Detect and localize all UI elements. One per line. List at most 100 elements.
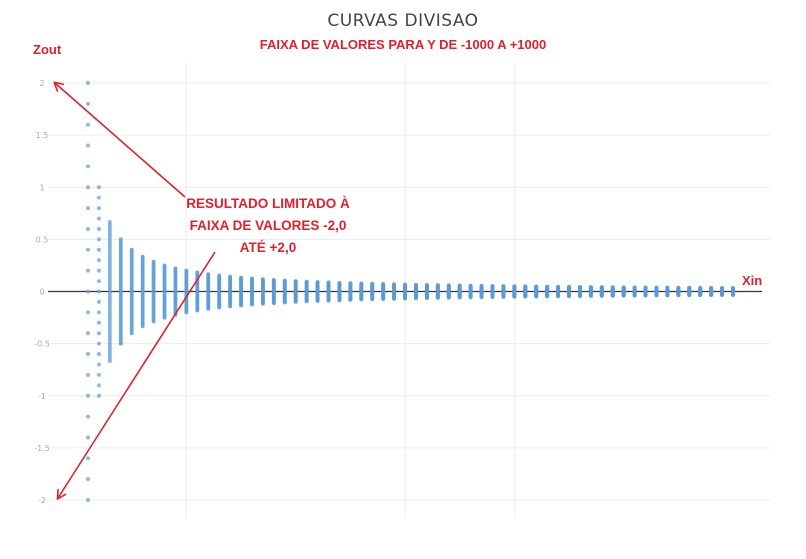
data-point bbox=[96, 258, 101, 263]
data-point bbox=[86, 143, 90, 148]
data-point bbox=[446, 283, 451, 288]
data-point bbox=[206, 272, 211, 277]
chart-title: CURVAS DIVISAO bbox=[327, 11, 479, 31]
data-point bbox=[86, 393, 90, 398]
data-point bbox=[359, 281, 364, 286]
x-axis-label: Xin bbox=[742, 273, 763, 288]
data-point bbox=[315, 280, 320, 285]
data-point bbox=[96, 206, 101, 211]
y-tick-label: 0.5 bbox=[36, 235, 49, 244]
data-point bbox=[107, 359, 112, 363]
data-point bbox=[545, 284, 550, 289]
data-point bbox=[107, 220, 112, 224]
data-point bbox=[86, 498, 90, 502]
data-point bbox=[107, 288, 112, 293]
data-point bbox=[107, 271, 112, 276]
data-point bbox=[86, 101, 90, 106]
data-point bbox=[107, 273, 112, 278]
data-point bbox=[435, 283, 440, 288]
chart-subtitle: FAIXA DE VALORES PARA Y DE -1000 A +1000 bbox=[259, 37, 547, 52]
data-point bbox=[107, 222, 112, 227]
data-point bbox=[381, 282, 386, 287]
data-point bbox=[162, 263, 167, 268]
data-point bbox=[588, 285, 593, 290]
data-point bbox=[228, 274, 233, 279]
data-point bbox=[107, 225, 112, 230]
data-point bbox=[413, 282, 418, 287]
annotation-line: RESULTADO LIMITADO À bbox=[186, 196, 350, 211]
data-point bbox=[337, 280, 342, 285]
data-point bbox=[107, 282, 112, 287]
data-point bbox=[96, 341, 101, 346]
data-point bbox=[195, 270, 200, 275]
data-point bbox=[567, 284, 572, 289]
data-point bbox=[96, 310, 101, 315]
data-point bbox=[107, 356, 112, 361]
data-point bbox=[96, 383, 101, 388]
y-axis-label: Zout bbox=[33, 42, 62, 57]
data-point bbox=[534, 284, 539, 289]
data-point bbox=[96, 352, 101, 357]
data-point bbox=[403, 282, 408, 287]
data-point bbox=[326, 280, 331, 285]
data-point bbox=[96, 393, 101, 398]
data-point bbox=[107, 302, 112, 307]
data-point bbox=[107, 299, 112, 304]
annotation-line: FAIXA DE VALORES -2,0 bbox=[189, 218, 347, 233]
data-point bbox=[107, 239, 112, 244]
data-point bbox=[709, 285, 714, 290]
data-point bbox=[599, 285, 604, 290]
data-point bbox=[107, 305, 112, 310]
data-point bbox=[86, 456, 90, 461]
data-point bbox=[86, 477, 90, 482]
data-point bbox=[96, 289, 101, 294]
annotation-arrow-lower bbox=[58, 251, 216, 498]
data-point bbox=[457, 283, 462, 288]
data-point bbox=[676, 285, 681, 290]
data-point bbox=[86, 372, 90, 377]
y-tick-label: -2 bbox=[38, 496, 46, 505]
data-point bbox=[96, 195, 101, 200]
data-point bbox=[107, 276, 112, 281]
data-point bbox=[107, 262, 112, 267]
data-point bbox=[632, 285, 637, 290]
data-point bbox=[86, 352, 90, 357]
data-point bbox=[293, 279, 298, 284]
y-tick-label: 1.5 bbox=[36, 131, 49, 140]
data-point bbox=[96, 362, 101, 367]
y-tick-label: -0.5 bbox=[34, 340, 50, 349]
data-point bbox=[96, 247, 101, 252]
data-point bbox=[643, 285, 648, 290]
data-point bbox=[665, 285, 670, 290]
data-point bbox=[468, 283, 473, 288]
data-point bbox=[96, 237, 101, 242]
annotation-arrow-upper bbox=[55, 83, 186, 198]
data-point bbox=[140, 254, 145, 259]
data-point bbox=[512, 284, 517, 289]
data-point bbox=[654, 285, 659, 290]
data-point bbox=[107, 353, 112, 358]
data-point bbox=[107, 242, 112, 247]
data-point bbox=[698, 285, 703, 290]
data-point bbox=[151, 259, 156, 264]
data-point bbox=[86, 268, 90, 273]
data-point bbox=[107, 259, 112, 264]
data-point bbox=[370, 281, 375, 286]
data-point bbox=[107, 319, 112, 324]
data-point bbox=[107, 339, 112, 344]
data-point bbox=[610, 285, 615, 290]
data-point bbox=[107, 333, 112, 338]
y-tick-label: -1.5 bbox=[34, 444, 50, 453]
data-point bbox=[490, 284, 495, 289]
data-point bbox=[173, 266, 178, 271]
data-point bbox=[424, 282, 429, 287]
data-point bbox=[107, 290, 112, 295]
data-point bbox=[86, 289, 90, 294]
data-point bbox=[107, 256, 112, 261]
data-point bbox=[107, 347, 112, 352]
y-tick-label: 1 bbox=[39, 183, 44, 192]
data-point bbox=[86, 185, 90, 190]
data-point bbox=[86, 81, 90, 85]
data-point bbox=[96, 320, 101, 325]
